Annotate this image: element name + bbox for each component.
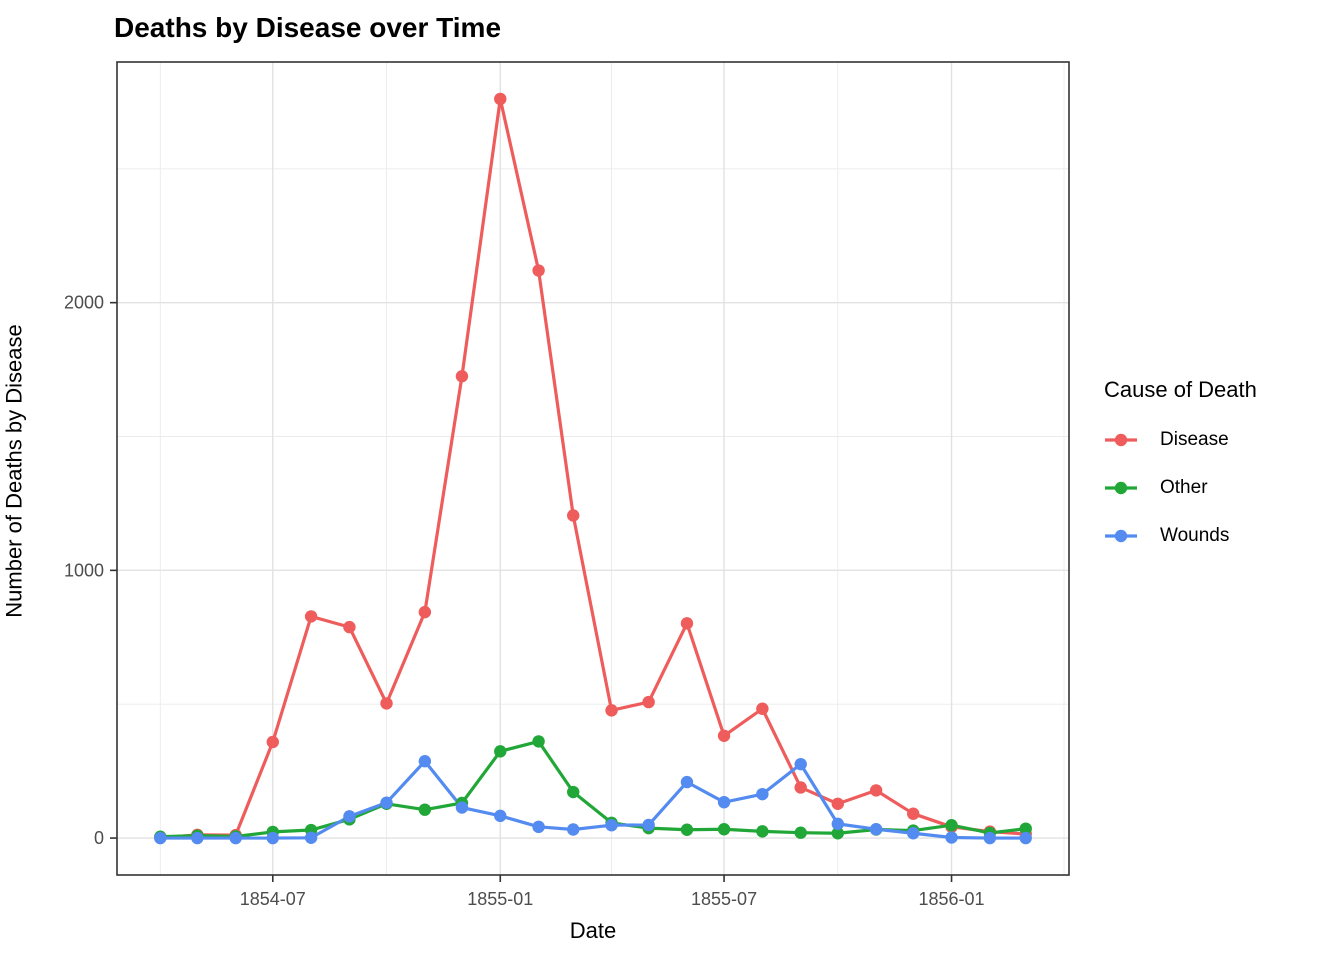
data-point-other <box>567 785 580 799</box>
x-tick-label: 1855-01 <box>467 889 533 909</box>
data-point-other <box>532 735 545 748</box>
legend-key-wounds-icon <box>1105 529 1137 543</box>
data-point-wounds <box>605 819 618 832</box>
data-point-wounds <box>794 757 807 771</box>
data-point-wounds <box>191 831 204 845</box>
data-point-disease <box>266 735 279 749</box>
data-point-disease <box>605 704 618 717</box>
data-point-disease <box>304 610 318 623</box>
data-point-wounds <box>380 796 393 809</box>
legend-label-other: Other <box>1160 477 1208 498</box>
data-point-wounds <box>567 823 580 836</box>
y-tick-label: 0 <box>94 828 104 848</box>
data-point-wounds <box>418 755 432 768</box>
data-point-wounds <box>869 823 883 836</box>
x-axis-title: Date <box>569 918 617 943</box>
x-tick-label: 1854-07 <box>240 889 306 909</box>
data-point-other <box>831 827 844 840</box>
legend-key-other-icon <box>1105 481 1137 495</box>
legend-item-disease: Disease <box>1104 428 1340 452</box>
data-point-disease <box>567 509 580 522</box>
legend-item-wounds: Wounds <box>1104 524 1340 548</box>
data-point-other <box>494 745 507 758</box>
data-point-disease <box>717 729 731 742</box>
data-point-disease <box>680 617 694 630</box>
data-point-disease <box>494 92 507 106</box>
data-point-disease <box>642 695 655 709</box>
data-point-wounds <box>494 809 507 823</box>
data-point-wounds <box>717 795 731 809</box>
data-point-other <box>680 823 694 836</box>
legend-title: Cause of Death <box>1104 377 1257 402</box>
data-point-wounds <box>907 827 920 840</box>
data-point-other <box>756 825 769 838</box>
data-point-wounds <box>266 831 279 845</box>
data-point-disease <box>532 264 545 277</box>
panel-background <box>117 62 1069 875</box>
legend-key-disease-icon <box>1105 433 1137 447</box>
data-point-wounds <box>983 831 997 845</box>
data-point-wounds <box>831 817 844 831</box>
data-point-disease <box>756 702 769 715</box>
legend-label-disease: Disease <box>1160 429 1229 450</box>
data-point-other <box>1019 822 1032 835</box>
series-line-disease <box>158 97 1028 840</box>
x-tick-label: 1856-01 <box>919 889 985 909</box>
y-tick-label: 2000 <box>64 293 104 313</box>
data-point-wounds <box>642 818 655 832</box>
y-tick-label: 1000 <box>64 560 104 580</box>
data-point-wounds <box>532 820 545 834</box>
data-point-wounds <box>304 831 318 844</box>
x-tick-label: 1855-07 <box>691 889 757 909</box>
data-point-wounds <box>455 801 469 814</box>
legend-item-other: Other <box>1104 476 1340 500</box>
data-point-disease <box>343 620 356 634</box>
data-point-wounds <box>343 810 356 823</box>
data-point-other <box>717 823 731 836</box>
panel-border <box>116 61 1070 876</box>
data-point-disease <box>455 370 469 383</box>
data-point-disease <box>380 697 393 710</box>
data-point-wounds <box>154 831 167 845</box>
legend: Cause of Death Disease Other Wounds <box>1104 377 1340 572</box>
data-point-wounds <box>945 831 958 844</box>
data-point-disease <box>831 797 844 810</box>
data-point-wounds <box>756 787 769 801</box>
data-point-wounds <box>680 775 694 789</box>
legend-label-wounds: Wounds <box>1160 525 1230 546</box>
data-point-other <box>945 819 958 832</box>
data-point-disease <box>869 784 883 797</box>
data-point-other <box>418 803 432 816</box>
data-point-disease <box>907 807 920 820</box>
data-point-other <box>794 826 807 839</box>
data-point-wounds <box>229 831 242 845</box>
data-point-disease <box>418 605 432 619</box>
data-point-disease <box>794 781 807 794</box>
chart-title: Deaths by Disease over Time <box>114 12 502 43</box>
data-point-wounds <box>1019 831 1032 845</box>
y-axis-title: Number of Deaths by Disease <box>1 324 27 618</box>
